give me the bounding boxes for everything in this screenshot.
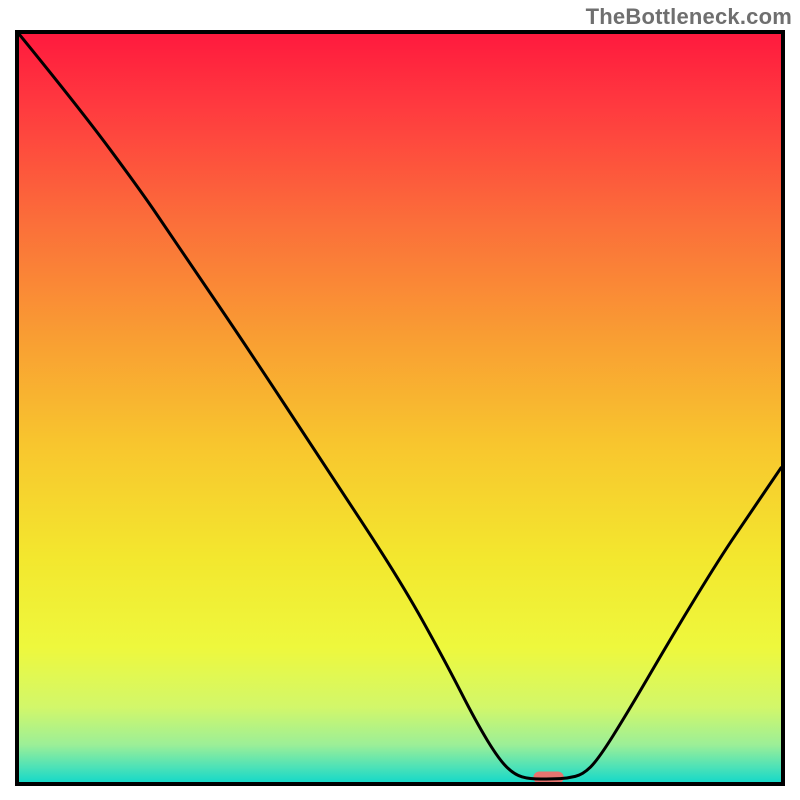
plot-svg — [19, 34, 781, 782]
chart-container: TheBottleneck.com — [0, 0, 800, 800]
bottleneck-curve — [19, 34, 781, 779]
watermark-text: TheBottleneck.com — [586, 4, 792, 30]
plot-area — [19, 34, 781, 782]
